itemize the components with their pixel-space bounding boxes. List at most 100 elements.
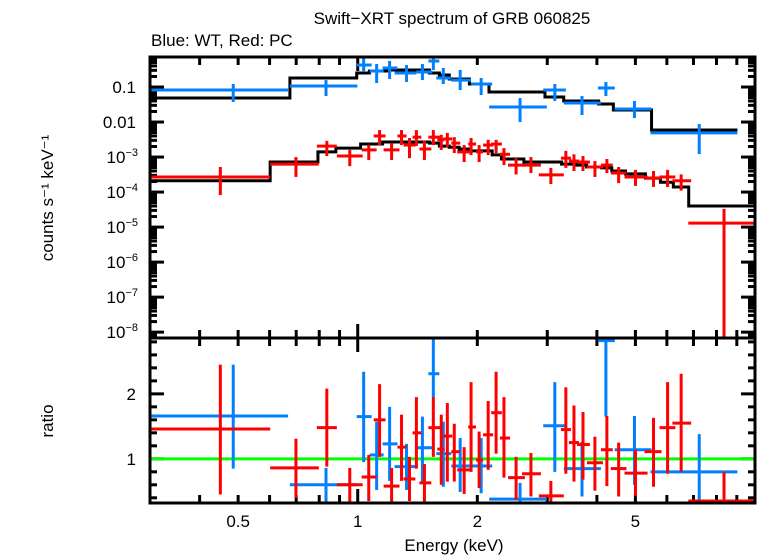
- ratio-point-pc: [522, 452, 541, 497]
- ratio-point-pc: [659, 382, 676, 474]
- y-tick-label-exponent: −6: [125, 252, 138, 264]
- x-tick-label: 0.5: [226, 512, 250, 531]
- spectrum-point-pc: [457, 145, 472, 163]
- spectrum-point-pc: [476, 145, 484, 163]
- ratio-point-pc: [476, 431, 484, 489]
- y-axis-label-ratio: ratio: [38, 404, 57, 437]
- spectrum-point-pc: [672, 174, 692, 191]
- ratio-point-pc: [577, 412, 590, 480]
- ratio-point-pc: [428, 397, 442, 457]
- spectrum-point-wt: [597, 82, 615, 97]
- spectrum-point-wt: [543, 83, 566, 101]
- spectrum-point-pc: [397, 130, 407, 146]
- ratio-point-wt: [382, 406, 398, 481]
- ratio-point-pc: [644, 417, 662, 487]
- ratio-point-pc: [437, 414, 445, 485]
- ratio-point-pc: [568, 405, 580, 482]
- y-tick-label-exponent: −4: [125, 182, 138, 194]
- ratio-point-pc: [451, 423, 461, 482]
- y-tick-label: 10−4: [107, 182, 138, 202]
- spectrum-point-pc: [688, 208, 755, 338]
- spectrum-point-pc: [577, 156, 590, 171]
- ratio-point-wt: [436, 421, 452, 487]
- spectrum-point-wt: [150, 83, 289, 103]
- y-tick-label-base: 10: [107, 148, 126, 167]
- spectrum-point-wt: [416, 64, 433, 81]
- spectrum-point-pc: [443, 132, 453, 148]
- axis-ticks: [148, 55, 755, 503]
- chart-subtitle: Blue: WT, Red: PC: [151, 31, 293, 50]
- spectrum-point-pc: [491, 139, 502, 154]
- ratio-point-pc: [443, 402, 453, 482]
- y-tick-label: 10−8: [107, 322, 138, 342]
- ratio-point-wt: [394, 443, 417, 491]
- ratio-point-pc: [560, 387, 571, 474]
- y-tick-label-exponent: −8: [125, 322, 138, 334]
- spectrum-point-wt: [471, 77, 493, 96]
- x-axis-label: Energy (keV): [404, 536, 503, 555]
- y-tick-label: 10−3: [107, 147, 138, 167]
- x-tick-label: 5: [631, 512, 640, 531]
- ratio-point-pc: [419, 464, 432, 503]
- spectrum-point-wt: [451, 70, 472, 91]
- ratio-point-pc: [499, 397, 511, 478]
- y-tick-label-base: 10: [107, 288, 126, 307]
- ratio-point-pc: [600, 415, 613, 487]
- spectrum-point-wt: [614, 100, 652, 119]
- y-tick-label: 10−5: [107, 217, 138, 237]
- ratio-point-pc: [150, 364, 271, 495]
- ratio-point-pc: [538, 480, 564, 503]
- spectrum-point-pc: [270, 157, 319, 177]
- ratio-point-pc: [672, 373, 692, 472]
- spectrum-point-pc: [419, 140, 432, 161]
- y-tick-label: 10−6: [107, 252, 138, 272]
- spectrum-point-pc: [600, 158, 613, 174]
- y-tick-label: 0.1: [112, 78, 136, 97]
- y-tick-label-base: 10: [107, 323, 126, 342]
- spectrum-point-pc: [361, 145, 377, 161]
- spectrum-point-pc: [150, 166, 271, 196]
- spectrum-point-pc: [403, 138, 416, 159]
- ratio-point-pc: [383, 467, 400, 503]
- spectrum-point-pc: [659, 169, 676, 187]
- ratio-frame: [148, 336, 757, 505]
- spectrum-point-wt: [436, 68, 452, 84]
- spectrum-point-pc: [437, 134, 445, 150]
- ratio-point-pc: [491, 371, 502, 454]
- ratio-point-pc: [412, 397, 422, 469]
- spectrum-point-wt: [394, 65, 417, 83]
- chart-title: Swift−XRT spectrum of GRB 060825: [314, 9, 591, 28]
- ratio-point-pc: [483, 401, 494, 470]
- ratio-point-pc: [508, 456, 526, 500]
- spectrum-point-wt: [369, 64, 384, 84]
- y-tick-label-exponent: −3: [125, 147, 138, 159]
- spectrum-point-wt: [650, 123, 738, 155]
- ratio-point-wt: [489, 482, 547, 503]
- y-tick-label-exponent: −7: [125, 287, 138, 299]
- spectrum-point-pc: [586, 161, 603, 177]
- ratio-point-pc: [468, 382, 477, 472]
- ratio-point-pc: [457, 447, 472, 494]
- y-tick-label-base: 10: [107, 218, 126, 237]
- ratio-tick-label: 2: [127, 385, 136, 404]
- y-axis-label-spectrum: counts s⁻¹ keV⁻¹: [38, 134, 57, 261]
- spectrum-panel: [150, 57, 755, 338]
- ratio-point-pc: [610, 442, 627, 497]
- spectrum-point-pc: [610, 166, 627, 184]
- spectrum-point-pc: [383, 143, 400, 161]
- y-tick-label-exponent: −5: [125, 217, 138, 229]
- ratio-point-wt: [543, 382, 566, 472]
- ratio-point-wt: [416, 416, 433, 482]
- x-tick-label: 1: [353, 512, 362, 531]
- ratio-point-pc: [373, 384, 386, 457]
- model-line-pc: [150, 140, 755, 208]
- ratio-point-pc: [403, 456, 416, 502]
- x-tick-label: 2: [473, 512, 482, 531]
- y-tick-label: 0.01: [103, 113, 136, 132]
- spectrum-point-wt: [289, 80, 358, 97]
- spectrum-point-wt: [489, 98, 547, 123]
- spectrum-point-pc: [468, 138, 477, 156]
- spectrum-point-pc: [624, 169, 648, 186]
